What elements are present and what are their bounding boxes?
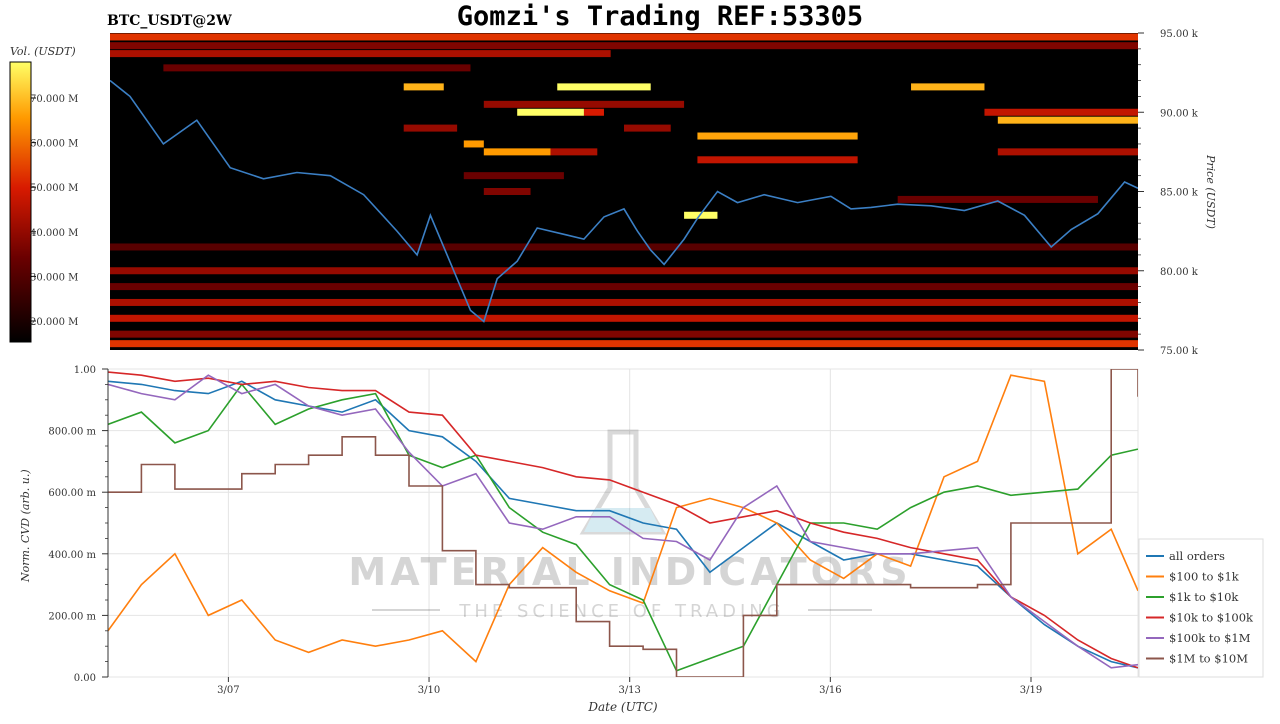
legend-label: $1k to $10k xyxy=(1169,590,1239,604)
heatmap-band xyxy=(463,140,484,148)
series-line-all-orders xyxy=(108,380,1138,669)
x-tick-label: 3/07 xyxy=(217,685,239,696)
watermark-tagline: THE SCIENCE OF TRADING xyxy=(458,601,784,622)
y-tick-label: 600.00 m xyxy=(48,488,96,499)
x-tick-label: 3/10 xyxy=(418,685,440,696)
price-axis-label: Price (USDT) xyxy=(1204,154,1217,229)
y-tick-label: 0.00 xyxy=(74,673,96,684)
price-axis-ticks: 75.00 k 80.00 k 85.00 k 90.00 k 95.00 k xyxy=(1138,29,1199,357)
heatmap-band xyxy=(463,172,564,180)
colorbar-tick-label: 30.000 M xyxy=(30,272,78,283)
price-line xyxy=(110,79,1138,323)
price-tick-label: 75.00 k xyxy=(1160,346,1199,357)
price-tick-label: 90.00 k xyxy=(1160,108,1199,119)
cvd-series xyxy=(108,369,1138,677)
series-line--100-to-1k xyxy=(108,374,1138,663)
heatmap-band xyxy=(163,64,471,72)
heatmap-band xyxy=(984,108,1138,116)
cvd-axes: 0.00 200.00 m 400.00 m 600.00 m 800.00 m 1.00… xyxy=(48,365,1042,696)
cvd-plot-area xyxy=(107,368,1139,678)
colorbar-tick-label: 40.000 M xyxy=(30,228,78,239)
y-tick-label: 800.00 m xyxy=(48,427,96,438)
colorbar-tick-label: 70.000 M xyxy=(30,94,78,105)
heatmap-band xyxy=(110,340,1138,348)
series-line--10k-to-100k xyxy=(108,371,1138,669)
price-tick-label: 80.00 k xyxy=(1160,267,1199,278)
heatmap-band xyxy=(897,195,1098,203)
heatmap-band xyxy=(483,148,551,156)
colorbar-label: Vol. (USDT) xyxy=(10,45,76,58)
heatmap-band xyxy=(110,243,1138,251)
legend-box xyxy=(1138,538,1264,678)
flask-icon xyxy=(579,429,667,535)
legend-label: all orders xyxy=(1169,549,1225,563)
heatmap-band xyxy=(110,314,1138,322)
colorbar xyxy=(9,61,32,343)
series-line--1k-to-10k xyxy=(108,383,1138,672)
symbol-label: BTC_USDT@2W xyxy=(107,13,232,29)
heatmap-band xyxy=(110,283,1138,291)
colorbar-ticks: 20.000 M 30.000 M 40.000 M 50.000 M 60.000 M… xyxy=(30,94,78,328)
heatmap-band xyxy=(557,83,651,91)
x-tick-label: 3/19 xyxy=(1020,685,1042,696)
watermark: MATERIAL INDICATORS THE SCIENCE OF TRADI… xyxy=(348,429,911,622)
series-line--100k-to-1m xyxy=(108,374,1138,669)
y-tick-label: 1.00 xyxy=(74,365,96,376)
legend-label: $1M to $10M xyxy=(1169,652,1248,666)
x-axis-label: Date (UTC) xyxy=(587,700,657,714)
chart-title: Gomzi's Trading REF:53305 xyxy=(457,1,863,32)
legend-label: $100k to $1M xyxy=(1169,631,1251,645)
colorbar-tick-label: 50.000 M xyxy=(30,183,78,194)
price-tick-label: 85.00 k xyxy=(1160,188,1199,199)
heatmap-band xyxy=(110,50,611,58)
heatmap-band xyxy=(483,100,685,108)
heatmap-band xyxy=(550,148,598,156)
colorbar-tick-label: 60.000 M xyxy=(30,139,78,150)
heatmap-band xyxy=(583,108,604,116)
heatmap-band xyxy=(110,298,1138,306)
heatmap-band xyxy=(624,124,671,132)
heatmap-band xyxy=(403,83,444,91)
x-tick-label: 3/16 xyxy=(819,685,841,696)
legend: all orders $100 to $1k $1k to $10k $10k to … xyxy=(1138,538,1264,678)
price-tick-label: 95.00 k xyxy=(1160,29,1199,40)
heatmap-band xyxy=(684,211,718,219)
x-tick-label: 3/13 xyxy=(618,685,640,696)
legend-label: $10k to $100k xyxy=(1169,611,1254,625)
heatmap-band xyxy=(997,116,1138,124)
y-tick-label: 400.00 m xyxy=(48,550,96,561)
heatmap-band xyxy=(110,267,1138,275)
heatmap-band xyxy=(403,124,458,132)
heatmap-bands xyxy=(110,33,1138,348)
heatmap-band xyxy=(110,330,1138,338)
legend-label: $100 to $1k xyxy=(1169,570,1240,584)
heatmap-band xyxy=(697,156,858,164)
heatmap-band xyxy=(911,83,985,91)
y-tick-label: 200.00 m xyxy=(48,611,96,622)
heatmap-band xyxy=(110,42,1138,50)
heatmap-band xyxy=(517,108,584,116)
watermark-brand: MATERIAL INDICATORS xyxy=(348,550,911,594)
series-line--1m-to-10m xyxy=(108,369,1138,677)
colorbar-tick-label: 20.000 M xyxy=(30,317,78,328)
heatmap-band xyxy=(697,132,858,140)
cvd-axis-label: Norm. CVD (arb. u.) xyxy=(19,469,32,583)
heatmap-band xyxy=(110,33,1138,41)
heatmap-band xyxy=(997,148,1138,156)
heatmap-band xyxy=(483,188,531,195)
